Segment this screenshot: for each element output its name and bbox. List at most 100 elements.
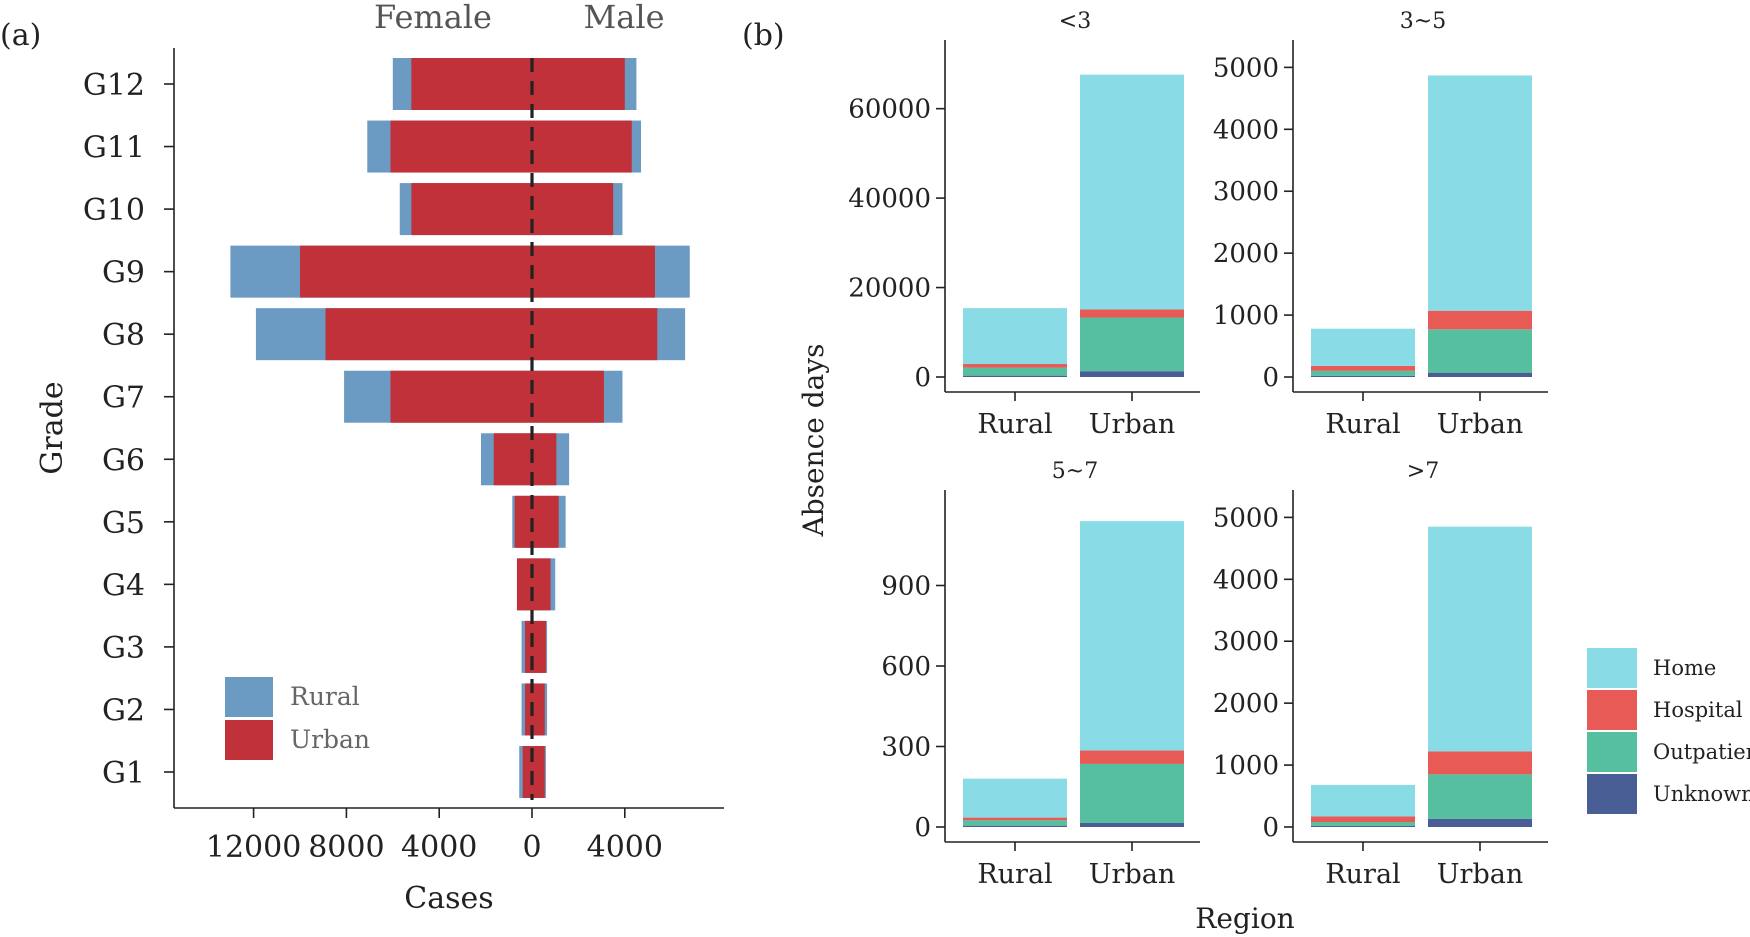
facet-title: <3 bbox=[1059, 9, 1091, 34]
bar-rural-hospital bbox=[1311, 816, 1415, 823]
x-tick-label: 8000 bbox=[308, 830, 384, 865]
legend-swatch-urban bbox=[225, 720, 273, 760]
facet-1: <3 Rural Urban 0 20000 40000 60000 bbox=[848, 9, 1200, 440]
bar-rural-home bbox=[963, 778, 1067, 818]
facet-title: 5~7 bbox=[1052, 459, 1098, 484]
y-tick-label: G11 bbox=[83, 131, 145, 166]
y-tick-label: 0 bbox=[914, 363, 931, 393]
bar-rural-unknown bbox=[1311, 375, 1415, 377]
bar-urban-unknown bbox=[1428, 372, 1532, 377]
bar-urban-outpatient bbox=[1428, 329, 1532, 373]
y-tick-label: 5000 bbox=[1213, 53, 1279, 83]
bar-rural-outpatient bbox=[963, 820, 1067, 826]
bar-rural-home bbox=[963, 308, 1067, 365]
male-side-label: Male bbox=[583, 0, 664, 36]
x-tick-label: Rural bbox=[977, 859, 1052, 890]
y-tick-label: 1000 bbox=[1213, 751, 1279, 781]
x-tick-label: Urban bbox=[1089, 859, 1175, 890]
bar-urban-G6 bbox=[493, 433, 557, 486]
panel-b-label: (b) bbox=[742, 18, 785, 53]
legend-label-unknown: Unknown bbox=[1653, 782, 1750, 806]
bar-rural-hospital bbox=[963, 364, 1067, 368]
legend-label-hospital: Hospital bbox=[1653, 698, 1743, 722]
panel-a-xlabel: Cases bbox=[404, 881, 493, 916]
y-tick-label: G8 bbox=[102, 318, 145, 353]
legend-label-outpatient: Outpatient bbox=[1653, 740, 1750, 764]
bar-urban-home bbox=[1080, 74, 1184, 310]
y-tick-label: 3000 bbox=[1213, 177, 1279, 207]
bar-urban-G7 bbox=[390, 370, 604, 423]
bar-urban-unknown bbox=[1080, 371, 1184, 377]
bar-urban-G10 bbox=[411, 183, 614, 236]
y-tick-label: 5000 bbox=[1213, 503, 1279, 533]
legend-swatch-unknown bbox=[1587, 774, 1637, 814]
bar-urban-G2 bbox=[525, 683, 545, 736]
bar-urban-unknown bbox=[1080, 822, 1184, 827]
y-tick-label: 1000 bbox=[1213, 301, 1279, 331]
x-tick-label: Rural bbox=[977, 409, 1052, 440]
x-tick-label: Rural bbox=[1325, 409, 1400, 440]
bar-rural-unknown bbox=[963, 825, 1067, 827]
y-tick-label: G12 bbox=[83, 68, 145, 103]
bar-rural-outpatient bbox=[1311, 822, 1415, 826]
bar-urban-G5 bbox=[514, 495, 559, 548]
bar-urban-home bbox=[1428, 75, 1532, 311]
bar-urban-G4 bbox=[516, 558, 551, 611]
y-tick-label: 40000 bbox=[848, 184, 931, 214]
facet-3: 5~7 Rural Urban 0 300 600 900 bbox=[881, 459, 1200, 890]
panel-b-ylabel: Absence days bbox=[797, 343, 830, 537]
y-tick-label: 4000 bbox=[1213, 565, 1279, 595]
x-tick-label: 12000 bbox=[206, 830, 301, 865]
bar-urban-hospital bbox=[1428, 751, 1532, 775]
facet-2: 3~5 Rural Urban 0 1000 2000 3000 4000 5000 bbox=[1213, 9, 1548, 440]
panel-a-label: (a) bbox=[0, 18, 41, 53]
bar-rural-unknown bbox=[1311, 825, 1415, 827]
x-tick-label: 0 bbox=[522, 830, 541, 865]
y-tick-label: 2000 bbox=[1213, 689, 1279, 719]
x-tick-label: 4000 bbox=[587, 830, 663, 865]
y-tick-label: 20000 bbox=[848, 274, 931, 304]
legend-label-home: Home bbox=[1653, 656, 1716, 680]
y-tick-label: 60000 bbox=[848, 95, 931, 125]
legend-label-rural: Rural bbox=[290, 682, 360, 711]
y-tick-label: 0 bbox=[914, 813, 931, 843]
y-tick-label: G4 bbox=[102, 568, 145, 603]
bar-urban-outpatient bbox=[1428, 774, 1532, 819]
x-tick-label: 4000 bbox=[401, 830, 477, 865]
y-tick-label: G7 bbox=[102, 381, 145, 416]
y-tick-label: 3000 bbox=[1213, 627, 1279, 657]
bar-urban-home bbox=[1080, 521, 1184, 751]
panel-b-xlabel: Region bbox=[1195, 902, 1294, 935]
panel-a-population-pyramid: G1 G2 G3 G4 G5 G6 G7 G8 G9 G10 G11 G12 12000 8000 4000… bbox=[83, 48, 724, 865]
bar-urban-G3 bbox=[525, 620, 546, 673]
y-tick-label: G1 bbox=[102, 756, 145, 791]
x-tick-label: Rural bbox=[1325, 859, 1400, 890]
bar-rural-outpatient bbox=[963, 367, 1067, 376]
y-tick-label: G3 bbox=[102, 631, 145, 666]
facet-title: 3~5 bbox=[1400, 9, 1446, 34]
legend-swatch-home bbox=[1587, 648, 1637, 688]
legend-swatch-rural bbox=[225, 677, 273, 717]
bar-urban-hospital bbox=[1428, 310, 1532, 330]
facet-title: >7 bbox=[1407, 459, 1439, 484]
x-tick-label: Urban bbox=[1437, 409, 1523, 440]
legend-label-urban: Urban bbox=[290, 725, 370, 754]
bar-urban-G11 bbox=[390, 120, 632, 173]
bar-urban-G8 bbox=[325, 308, 658, 361]
y-tick-label: 2000 bbox=[1213, 239, 1279, 269]
y-tick-label: G2 bbox=[102, 693, 145, 728]
y-tick-label: G9 bbox=[102, 256, 145, 291]
y-tick-label: 600 bbox=[881, 652, 931, 682]
bar-urban-G12 bbox=[411, 58, 625, 110]
y-tick-label: 0 bbox=[1262, 363, 1279, 393]
x-tick-label: Urban bbox=[1437, 859, 1523, 890]
y-tick-label: 4000 bbox=[1213, 115, 1279, 145]
female-side-label: Female bbox=[374, 0, 492, 36]
bar-urban-G9 bbox=[300, 245, 655, 298]
bar-urban-home bbox=[1428, 526, 1532, 752]
bar-urban-outpatient bbox=[1080, 763, 1184, 823]
facet-4: >7 Rural Urban 0 1000 2000 3000 4000 5000 bbox=[1213, 459, 1548, 890]
x-tick-label: Urban bbox=[1089, 409, 1175, 440]
